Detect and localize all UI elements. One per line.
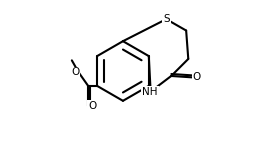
Text: S: S xyxy=(163,14,170,24)
Text: O: O xyxy=(193,72,201,82)
Text: NH: NH xyxy=(142,87,158,97)
Text: O: O xyxy=(71,67,80,77)
Text: O: O xyxy=(88,101,96,111)
